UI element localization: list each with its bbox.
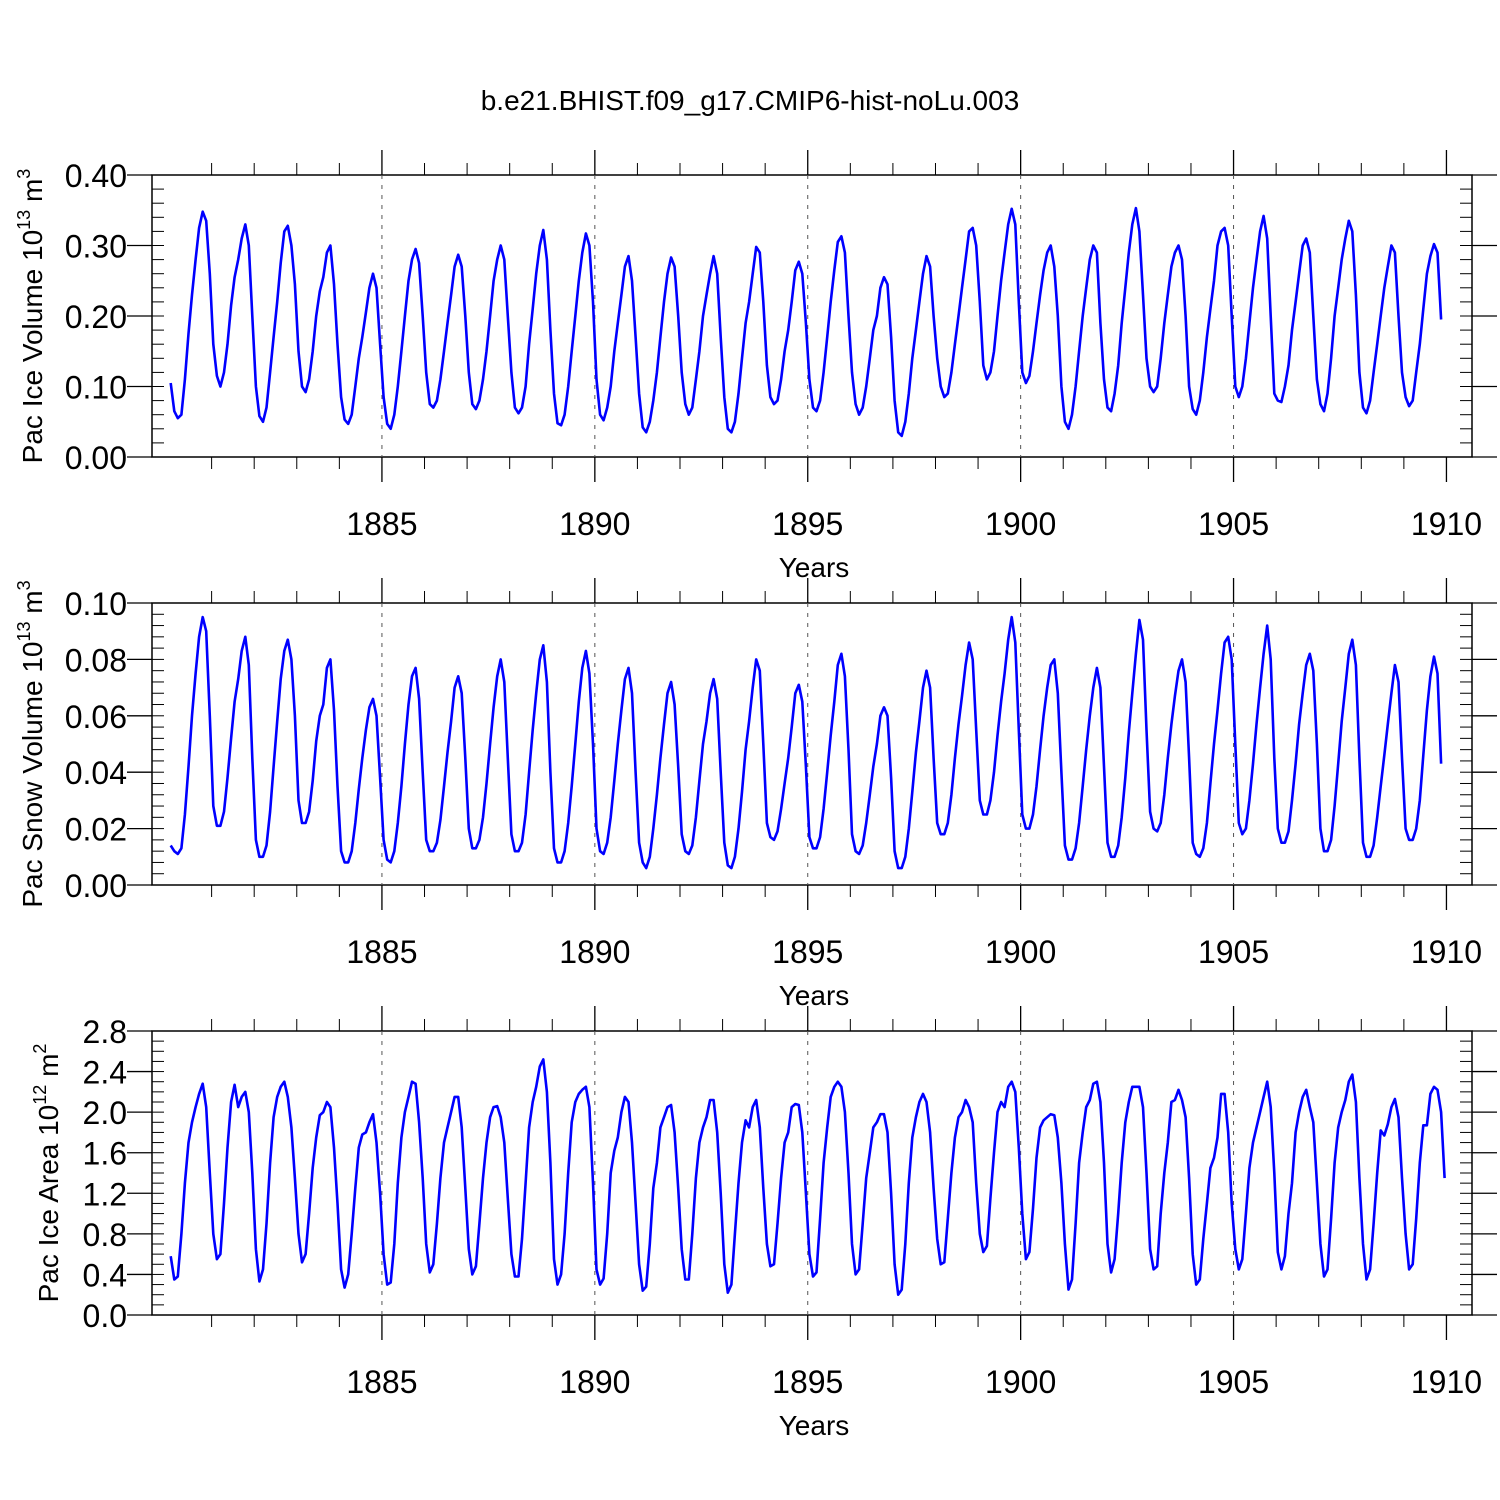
panel-snow-volume: 1885 1890 1895 1900 1905 1910 0.00 0.02 0.04 0.06… — [14, 578, 1497, 1011]
y-tick-label: 0.30 — [65, 229, 127, 265]
y-tick-label: 0.4 — [83, 1257, 127, 1293]
y-tick-label: 2.8 — [83, 1014, 127, 1050]
series-line — [169, 615, 1443, 870]
y-tick-label: 0.40 — [65, 158, 127, 194]
y-tick-label: 2.4 — [83, 1055, 127, 1091]
x-tick-label: 1900 — [985, 934, 1056, 970]
y-axis-label-unit: m — [33, 1054, 64, 1085]
x-tick-label: 1885 — [346, 506, 417, 542]
y-axis-label-unit-exponent: 2 — [30, 1044, 50, 1054]
x-tick-label: 1905 — [1198, 506, 1269, 542]
y-tick-label: 2.0 — [83, 1095, 127, 1131]
y-axis-label-exponent: 13 — [14, 621, 34, 641]
panel-ice-area: 1885 1890 1895 1900 1905 1910 0.0 0.4 0.8 1.2 1.6 2… — [30, 1006, 1497, 1441]
y-tick-label: 0.10 — [65, 586, 127, 622]
y-axis-label: Pac Ice Volume 1013 m3 — [14, 169, 48, 464]
y-axis-label-main: Pac Ice Volume 10 — [17, 230, 48, 463]
x-tick-label: 1890 — [559, 1364, 630, 1400]
y-axis-label-unit: m — [17, 590, 48, 621]
x-tick-label: 1885 — [346, 934, 417, 970]
y-axis-label-main: Pac Ice Area 10 — [33, 1105, 64, 1303]
series-line — [169, 206, 1443, 438]
y-tick-label: 0.0 — [83, 1298, 127, 1334]
y-tick-label: 0.00 — [65, 440, 127, 476]
x-axis-label: Years — [779, 1410, 850, 1441]
x-tick-label: 1910 — [1411, 506, 1482, 542]
x-tick-label: 1905 — [1198, 934, 1269, 970]
x-tick-label: 1895 — [772, 506, 843, 542]
y-axis-label: Pac Ice Area 1012 m2 — [30, 1044, 64, 1303]
series-line — [169, 1058, 1446, 1296]
x-tick-label: 1890 — [559, 934, 630, 970]
chart-title: b.e21.BHIST.f09_g17.CMIP6-hist-noLu.003 — [481, 85, 1020, 116]
y-tick-label: 0.04 — [65, 755, 127, 791]
x-axis-label: Years — [779, 552, 850, 583]
y-tick-label: 0.20 — [65, 299, 127, 335]
y-axis-label-unit-exponent: 3 — [14, 169, 34, 179]
y-tick-label: 0.08 — [65, 642, 127, 678]
x-axis-label: Years — [779, 980, 850, 1011]
x-tick-label: 1905 — [1198, 1364, 1269, 1400]
y-tick-label: 1.2 — [83, 1176, 127, 1212]
y-tick-label: 0.8 — [83, 1217, 127, 1253]
y-axis-label-unit: m — [17, 179, 48, 210]
x-tick-label: 1895 — [772, 1364, 843, 1400]
y-axis-label-exponent: 13 — [14, 210, 34, 230]
y-axis-label: Pac Snow Volume 1013 m3 — [14, 580, 48, 907]
y-tick-label: 0.06 — [65, 699, 127, 735]
x-tick-label: 1900 — [985, 506, 1056, 542]
y-tick-label: 0.10 — [65, 370, 127, 406]
plot-frame — [151, 602, 1473, 886]
y-axis-label-unit-exponent: 3 — [14, 580, 34, 590]
y-tick-label: 0.02 — [65, 812, 127, 848]
panel-ice-volume: 1885 1890 1895 1900 1905 1910 0.00 0.10 0.20 0.30… — [14, 150, 1497, 583]
x-tick-label: 1895 — [772, 934, 843, 970]
x-tick-label: 1885 — [346, 1364, 417, 1400]
x-tick-label: 1910 — [1411, 934, 1482, 970]
x-tick-label: 1910 — [1411, 1364, 1482, 1400]
plot-frame — [151, 174, 1473, 458]
x-tick-label: 1890 — [559, 506, 630, 542]
x-tick-label: 1900 — [985, 1364, 1056, 1400]
y-tick-label: 1.6 — [83, 1136, 127, 1172]
y-tick-label: 0.00 — [65, 868, 127, 904]
y-axis-label-exponent: 12 — [30, 1085, 50, 1105]
y-axis-label-main: Pac Snow Volume 10 — [17, 641, 48, 907]
